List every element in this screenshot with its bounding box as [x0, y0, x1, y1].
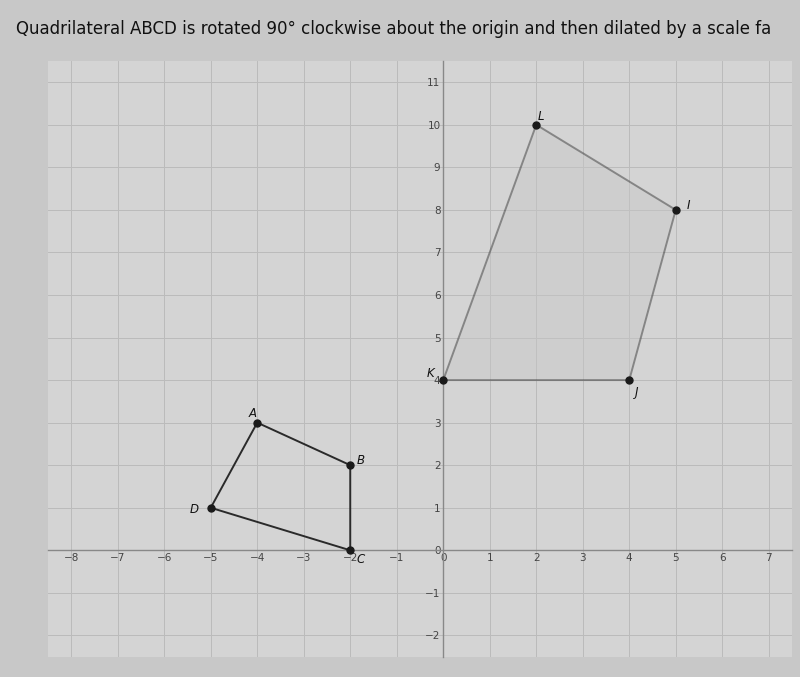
Text: A: A [249, 407, 257, 420]
Text: B: B [357, 454, 365, 467]
Text: K: K [426, 367, 434, 380]
Text: L: L [538, 110, 544, 123]
Text: J: J [634, 385, 638, 399]
Polygon shape [443, 125, 676, 380]
Text: Quadrilateral ABCD is rotated 90° clockwise about the origin and then dilated by: Quadrilateral ABCD is rotated 90° clockw… [16, 20, 771, 39]
Text: D: D [190, 504, 199, 517]
Text: C: C [356, 553, 365, 566]
Text: I: I [687, 199, 690, 212]
